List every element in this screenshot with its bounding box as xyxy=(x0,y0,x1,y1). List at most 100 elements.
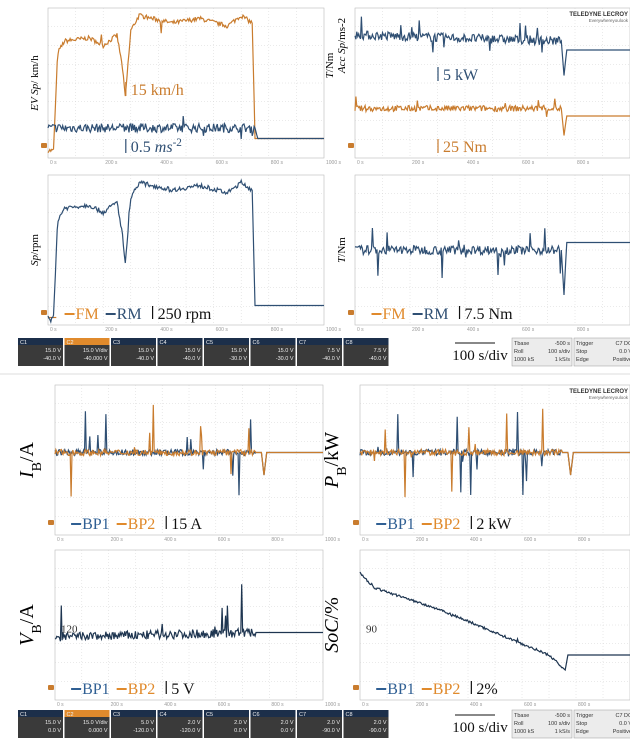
text-segment: 0.5 xyxy=(131,139,155,156)
time-tick-label: 1000 s xyxy=(325,537,341,543)
text-segment: 25 Nm xyxy=(443,139,488,156)
timebase-text: -500 s xyxy=(555,341,571,347)
y-axis-label: T/Nm xyxy=(324,52,336,78)
scale-label: 2% xyxy=(476,681,497,698)
trigger-text: Stop xyxy=(576,721,587,727)
channel-value: -40.0 V xyxy=(369,356,387,362)
time-tick-label: 1000 s xyxy=(326,327,342,333)
trigger-text: Positive xyxy=(613,357,630,363)
time-tick-label: 400 s xyxy=(164,537,177,543)
time-tick-label: 200 s xyxy=(105,327,118,333)
channel-value: -120.0 V xyxy=(133,728,154,734)
legend-label: FM xyxy=(76,306,99,323)
text-segment: EV Sp xyxy=(29,83,41,111)
time-tick-label: 400 s xyxy=(470,537,483,543)
channel-value: -40.0 V xyxy=(322,356,340,362)
figure: 0 s200 s400 s600 s800 s1000 sEV Sp/ km/h… xyxy=(0,0,630,742)
channel-id: C3 xyxy=(113,712,120,718)
channel-id: C5 xyxy=(206,340,213,346)
channel-value: 15.0 V xyxy=(231,348,247,354)
time-tick-label: 800 s xyxy=(271,160,284,166)
channel-value: 2.0 V xyxy=(281,720,294,726)
time-tick-label: 600 s xyxy=(218,702,231,708)
scale-label: 250 rpm xyxy=(158,306,212,323)
legend-label: BP2 xyxy=(128,681,156,698)
legend-label: BP1 xyxy=(82,681,110,698)
brand-tagline: Everywhereyoulook xyxy=(589,18,629,23)
channel-value: 15.0 V xyxy=(278,348,294,354)
channel-value: 0.0 V xyxy=(281,728,294,734)
text-segment: Acc Sp xyxy=(336,42,348,74)
timebase-text: Roll xyxy=(514,721,523,727)
channel-value: -90.0 V xyxy=(322,728,340,734)
y-axis-label: Sp/rpm xyxy=(29,234,41,266)
scale-label: 7.5 Nm xyxy=(465,306,514,323)
annotation: 5 kW xyxy=(443,67,479,84)
channel-id: C5 xyxy=(206,712,213,718)
channel-marker xyxy=(348,143,354,148)
trigger-text: Positive xyxy=(613,729,630,735)
scale-label: 5 V xyxy=(171,681,195,698)
channel-value: 2.0 V xyxy=(327,720,340,726)
time-tick-label: 200 s xyxy=(111,702,124,708)
timebase-text: 1 kS/s xyxy=(555,357,571,363)
legend-label: RM xyxy=(117,306,142,323)
legend-label: BP2 xyxy=(433,516,461,533)
timebase-text: 1000 kS xyxy=(514,729,535,735)
time-div: 100 s/div xyxy=(452,720,508,736)
channel-value: -40.000 V xyxy=(84,356,108,362)
y-axis-label: SoC/% xyxy=(321,597,343,653)
level-marker: 90 xyxy=(366,624,378,636)
channel-marker xyxy=(48,685,54,690)
channel-id: C2 xyxy=(67,712,74,718)
time-tick-label: 200 s xyxy=(416,702,429,708)
scope-panel: 0 s200 s400 s600 s800 s1000 sEV Sp/ km/h… xyxy=(29,8,342,166)
time-tick-label: 0 s xyxy=(357,160,364,166)
time-tick-label: 0 s xyxy=(50,327,57,333)
time-tick-label: 400 s xyxy=(160,327,173,333)
time-tick-label: 600 s xyxy=(524,702,537,708)
y-axis-label: Acc Sp/ms-2 xyxy=(336,18,348,74)
channel-value: -40.0 V xyxy=(183,356,201,362)
time-tick-label: 600 s xyxy=(216,327,229,333)
time-tick-label: 800 s xyxy=(271,327,284,333)
text-segment: /rpm xyxy=(29,234,41,255)
text-segment: /ms-2 xyxy=(336,18,348,43)
annotation: 25 Nm xyxy=(443,139,488,156)
channel-value: -30.0 V xyxy=(229,356,247,362)
channel-id: C2 xyxy=(67,340,74,346)
channel-id: C3 xyxy=(113,340,120,346)
channel-value: 7.5 V xyxy=(374,348,387,354)
legend-label: BP1 xyxy=(82,516,110,533)
text-segment: /Nm xyxy=(324,52,336,72)
y-axis-label: T/Nm xyxy=(336,237,348,263)
channel-marker xyxy=(48,520,54,525)
text-segment: /A xyxy=(16,604,38,625)
channel-id: C1 xyxy=(20,712,27,718)
time-tick-label: 0 s xyxy=(362,702,369,708)
annotation: 15 km/h xyxy=(131,82,184,99)
text-segment: /A xyxy=(16,441,38,462)
channel-value: 7.5 V xyxy=(327,348,340,354)
text-segment: ms xyxy=(155,139,173,156)
timebase-text: -500 s xyxy=(555,713,571,719)
time-tick-label: 200 s xyxy=(105,160,118,166)
channel-value: 15.0 V xyxy=(185,348,201,354)
trigger-text: Trigger xyxy=(576,341,593,347)
trigger-text: 0.0 V xyxy=(619,349,630,355)
scale-label: 15 A xyxy=(171,516,202,533)
channel-value: 5.0 V xyxy=(141,720,154,726)
level-marker: 120 xyxy=(61,624,78,636)
text-segment: P xyxy=(321,476,343,489)
channel-value: 2.0 V xyxy=(234,720,247,726)
time-tick-label: 200 s xyxy=(412,327,425,333)
time-tick-label: 0 s xyxy=(57,702,64,708)
channel-value: 15.0 V xyxy=(138,348,154,354)
legend-label: BP1 xyxy=(387,516,415,533)
timebase-text: Tbase xyxy=(514,341,529,347)
timebase-text: 100 s/div xyxy=(548,349,570,355)
text-segment: 15 km/h xyxy=(131,82,184,99)
legend-label: BP1 xyxy=(387,681,415,698)
text-segment: -2 xyxy=(173,137,182,149)
